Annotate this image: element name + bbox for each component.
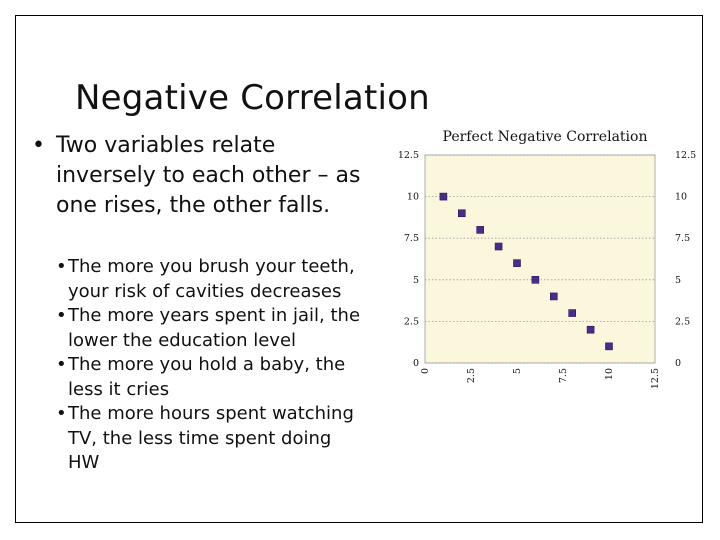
bullet-symbol: •	[56, 354, 67, 375]
y-tick-label-right: 5	[675, 275, 681, 286]
y-tick-label-right: 7.5	[675, 233, 690, 244]
data-point	[531, 276, 540, 284]
sub-bullet-text: The more you brush your teeth, your risk…	[68, 256, 355, 302]
y-tick-label-left: 12.5	[398, 150, 419, 161]
data-point	[586, 325, 595, 334]
data-point	[494, 242, 503, 251]
slide-frame	[15, 15, 703, 523]
data-point	[605, 342, 613, 351]
data-point	[513, 259, 521, 267]
y-tick-label-left: 7.5	[404, 233, 419, 244]
bullet-symbol: •	[56, 305, 67, 326]
bullet-symbol: •	[56, 256, 67, 277]
sub-bullet-text: The more you hold a baby, the less it cr…	[68, 354, 346, 400]
sub-bullet: • The more you brush your teeth, your ri…	[56, 255, 366, 304]
y-tick-label-left: 5	[413, 275, 419, 286]
y-tick-label-right: 0	[675, 358, 681, 369]
plot-background	[425, 155, 655, 363]
x-tick-label: 5	[512, 368, 523, 374]
sub-bullet-text: The more hours spent watching TV, the le…	[68, 403, 354, 473]
bullet-symbol: •	[56, 403, 67, 424]
x-tick-label: 10	[604, 368, 615, 380]
x-tick-label: 2.5	[466, 368, 477, 383]
y-tick-label-left: 0	[413, 358, 419, 369]
sub-bullet: • The more hours spent watching TV, the …	[56, 402, 366, 476]
data-point	[568, 309, 576, 317]
y-tick-label-right: 10	[675, 192, 687, 203]
data-point	[458, 209, 466, 218]
sub-bullet-list: • The more you brush your teeth, your ri…	[56, 255, 366, 476]
y-tick-label-left: 2.5	[404, 316, 419, 327]
bullet-symbol: •	[32, 133, 45, 158]
data-point	[476, 226, 484, 234]
x-tick-label: 7.5	[558, 368, 569, 383]
x-tick-label: 0	[420, 368, 431, 374]
y-tick-label-right: 2.5	[675, 316, 690, 327]
y-tick-label-right: 12.5	[675, 150, 696, 161]
sub-bullet: • The more you hold a baby, the less it …	[56, 353, 366, 402]
data-point	[439, 192, 448, 201]
sub-bullet-text: The more years spent in jail, the lower …	[68, 305, 361, 351]
sub-bullet: • The more years spent in jail, the lowe…	[56, 304, 366, 353]
main-bullet-text: Two variables relate inversely to each o…	[56, 133, 361, 218]
main-bullet: • Two variables relate inversely to each…	[32, 131, 362, 221]
data-point	[550, 292, 558, 301]
y-tick-label-left: 10	[407, 192, 419, 203]
chart-title: Perfect Negative Correlation	[443, 129, 648, 145]
x-tick-label: 12.5	[650, 368, 661, 389]
slide-title: Negative Correlation	[75, 78, 430, 118]
plot-border	[424, 154, 656, 364]
